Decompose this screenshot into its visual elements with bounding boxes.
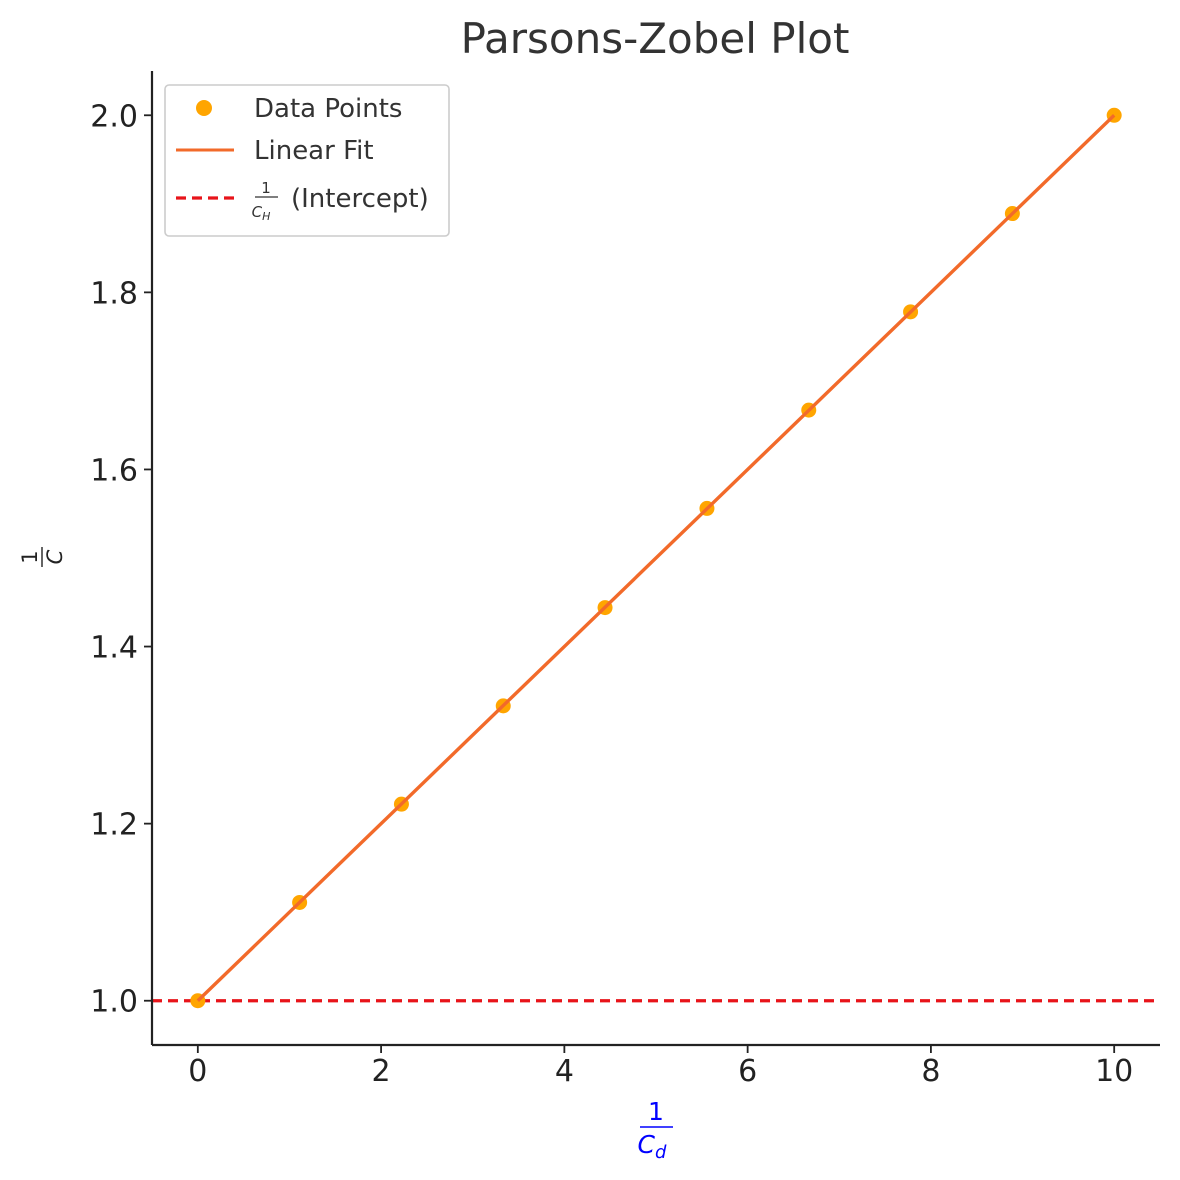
y-tick-label: 1.8 <box>90 276 138 311</box>
x-axis-label-base: C <box>638 1130 656 1159</box>
linear-fit-line <box>196 114 1116 1002</box>
x-tick-label: 4 <box>555 1054 574 1089</box>
y-tick-label: 1.6 <box>90 453 138 488</box>
svg-text:Cd: Cd <box>638 1130 667 1163</box>
legend-box <box>164 84 450 237</box>
x-axis-label-numerator: 1 <box>648 1097 664 1126</box>
y-tick-label: 1.4 <box>90 631 138 666</box>
y-axis-label: 1 C <box>18 547 67 567</box>
legend-label-data-points: Data Points <box>254 94 402 124</box>
y-tick-label: 2.0 <box>90 99 138 134</box>
x-axis-label: 1 Cd <box>638 1097 673 1163</box>
x-tick-label: 8 <box>921 1054 940 1089</box>
legend: Data Points Linear Fit 1 CH (Intercept) <box>164 84 450 237</box>
legend-marker-data-points <box>196 100 212 116</box>
legend-label-linear-fit: Linear Fit <box>254 136 374 166</box>
y-axis: 1.0 1.2 1.4 1.6 1.8 2.0 <box>90 71 154 1045</box>
x-tick-label: 2 <box>372 1054 391 1089</box>
legend-label-intercept: 1 CH (Intercept) <box>252 179 429 223</box>
x-axis: 0 2 4 6 8 10 <box>152 1043 1160 1089</box>
x-tick-label: 6 <box>738 1054 757 1089</box>
legend-label-intercept-subscript: H <box>262 210 270 223</box>
x-tick-label: 0 <box>188 1054 207 1089</box>
x-axis-label-subscript: d <box>655 1142 667 1163</box>
y-axis-label-numerator: 1 <box>18 550 42 563</box>
x-tick-label: 10 <box>1095 1054 1133 1089</box>
y-tick-label: 1.2 <box>90 808 138 843</box>
chart-title: Parsons-Zobel Plot <box>461 14 850 63</box>
y-axis-label-base: C <box>43 549 67 564</box>
legend-label-intercept-text: (Intercept) <box>291 184 429 214</box>
svg-text:CH: CH <box>252 203 271 223</box>
legend-label-intercept-numerator: 1 <box>261 179 271 197</box>
legend-label-intercept-base: C <box>252 203 263 221</box>
plot-area <box>152 107 1160 1009</box>
y-tick-label: 1.0 <box>90 985 138 1020</box>
